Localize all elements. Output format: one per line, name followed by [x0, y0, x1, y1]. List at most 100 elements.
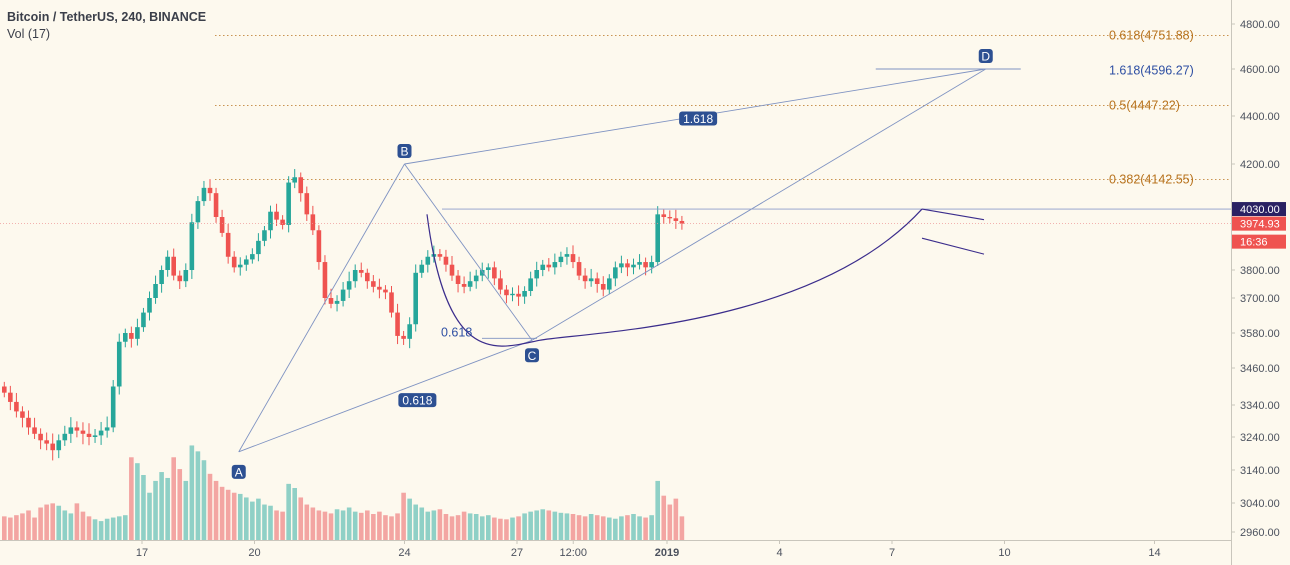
ratio-bd-badge[interactable]: 1.618	[679, 111, 718, 127]
price-axis[interactable]: 4800.00 4600.00 4400.00 4200.00 3800.00 3700.…	[0, 19, 1286, 539]
volume-bar	[631, 514, 636, 540]
candle-body	[570, 254, 576, 263]
candle	[352, 264, 358, 288]
candle-body	[20, 411, 25, 418]
harmonic-pattern[interactable]: A B C D 1.618 0.618 0.618	[231, 49, 1231, 480]
candle-body	[383, 289, 388, 293]
candle	[594, 272, 600, 293]
candle	[286, 176, 291, 233]
ratio-ac-badge[interactable]: 0.618	[398, 393, 437, 408]
candle-body	[637, 262, 642, 265]
y-tick-label: 4400.00	[1240, 111, 1280, 123]
volume-bar	[619, 516, 624, 540]
candle	[141, 307, 146, 332]
point-a-badge[interactable]: A	[231, 464, 246, 480]
candle-body	[68, 427, 74, 434]
volume-bar	[38, 507, 43, 540]
candle-body	[576, 262, 582, 276]
y-tick-label: 3460.00	[1240, 363, 1280, 375]
volume-bar	[383, 515, 388, 540]
candle-body	[407, 324, 412, 339]
candle-body	[56, 440, 62, 451]
candle-body	[649, 262, 654, 268]
countdown-tag[interactable]: 16:36	[1232, 234, 1286, 249]
candle	[123, 328, 128, 348]
volume-bar	[594, 515, 600, 540]
candle	[38, 428, 43, 450]
point-a-badge-box	[231, 464, 246, 479]
volume-bar	[492, 517, 497, 540]
volume-bar	[582, 516, 588, 540]
candle-body	[534, 270, 539, 279]
volume-bar	[467, 513, 473, 540]
volume-bar	[486, 515, 491, 540]
point-d-badge[interactable]: D	[978, 49, 993, 64]
time-axis[interactable]: 17 20 24 27 12:00 2019 4 7 10 14	[136, 540, 1161, 559]
volume-indicator-label[interactable]: Vol (17)	[7, 27, 50, 41]
candle-body	[32, 427, 37, 434]
volume-bar	[8, 517, 13, 540]
candle-body	[346, 281, 352, 290]
point-b-badge[interactable]: B	[397, 144, 412, 159]
candle	[576, 256, 582, 281]
candle-body	[189, 222, 195, 270]
candle	[110, 380, 116, 433]
candle	[401, 330, 406, 345]
candle-body	[2, 386, 7, 393]
current-price-tag[interactable]: 3974.93	[1232, 216, 1286, 231]
fib-label: 0.5(4447.22)	[1109, 99, 1180, 113]
candle	[437, 249, 443, 261]
candle	[407, 317, 412, 349]
candle	[546, 258, 552, 272]
candle-body	[613, 267, 618, 279]
candle-body	[546, 264, 552, 268]
candle-body	[62, 433, 68, 441]
volume-bar	[419, 507, 425, 540]
wedge-upper	[921, 208, 985, 221]
volume-bar	[280, 511, 285, 540]
candle	[298, 172, 304, 202]
candle	[207, 179, 213, 201]
volume-bar	[62, 510, 68, 540]
candle-body	[250, 254, 255, 260]
candle-body	[183, 270, 189, 282]
candle-body	[14, 401, 19, 412]
candle-body	[582, 275, 588, 282]
candle-body	[135, 327, 140, 339]
volume-bar	[358, 512, 364, 540]
volume-bar	[183, 480, 189, 540]
point-c-badge[interactable]: C	[525, 348, 539, 363]
candle	[62, 425, 68, 446]
candle	[129, 326, 134, 348]
volume-bar	[304, 504, 310, 540]
volume-bar	[407, 498, 412, 540]
candle	[213, 187, 219, 223]
candle-body	[600, 284, 606, 290]
y-tick-label: 3580.00	[1240, 328, 1280, 340]
candle-body	[679, 220, 685, 224]
volume-bar	[371, 514, 376, 540]
candle	[425, 250, 431, 273]
high-price-tag[interactable]: 4030.00	[1232, 202, 1286, 217]
volume-bar	[44, 504, 49, 540]
volume-bar	[141, 475, 146, 540]
ratio-bd-badge-box	[679, 111, 718, 126]
volume-bar	[534, 510, 539, 540]
ratio-bd-badge-text: 1.618	[683, 112, 713, 126]
candle-body	[461, 284, 467, 287]
candle	[564, 247, 570, 265]
volume-bar	[498, 518, 503, 540]
y-tick-label: 3040.00	[1240, 498, 1280, 510]
candle	[56, 434, 62, 459]
volume-bar	[92, 519, 98, 540]
volume-bar	[510, 517, 515, 540]
leg-bc	[404, 163, 533, 341]
volume-bar	[667, 504, 673, 540]
volume-bar	[437, 509, 443, 540]
x-tick-label: 7	[889, 547, 895, 559]
candle-body	[340, 289, 346, 301]
x-tick-label: 4	[776, 547, 782, 559]
ratio-ac-badge-text: 0.618	[402, 394, 432, 408]
candle-body	[244, 259, 249, 265]
